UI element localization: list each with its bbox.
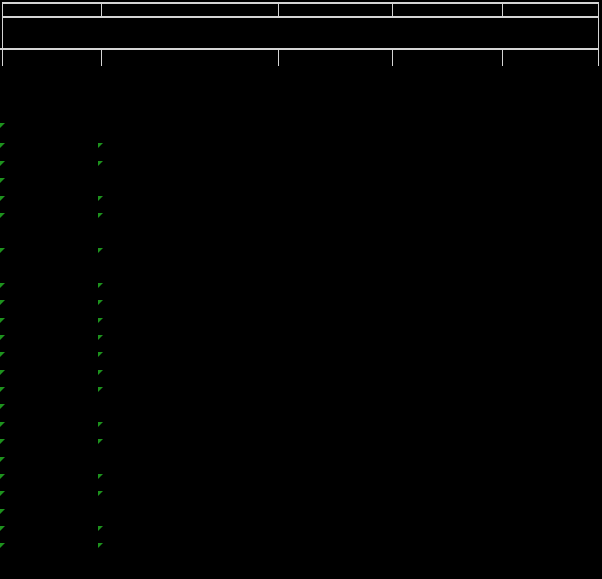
price-up-tick-icon <box>0 404 5 409</box>
price-up-tick-icon <box>0 123 5 128</box>
price-up-tick-icon <box>98 318 103 323</box>
price-up-tick-icon <box>98 283 103 288</box>
table-border-horizontal <box>0 48 599 50</box>
price-up-tick-icon <box>0 161 5 166</box>
table-border-vertical <box>392 2 393 16</box>
price-up-tick-icon <box>0 178 5 183</box>
price-up-tick-icon <box>98 161 103 166</box>
price-up-tick-icon <box>0 474 5 479</box>
price-up-tick-icon <box>0 283 5 288</box>
price-up-tick-icon <box>98 213 103 218</box>
price-up-tick-icon <box>0 509 5 514</box>
price-up-tick-icon <box>98 474 103 479</box>
table-border-vertical <box>502 48 503 66</box>
price-up-tick-icon <box>0 143 5 148</box>
price-up-tick-icon <box>98 543 103 548</box>
price-up-tick-icon <box>0 457 5 462</box>
price-up-tick-icon <box>98 370 103 375</box>
price-up-tick-icon <box>0 543 5 548</box>
table-border-vertical <box>101 2 102 16</box>
price-up-tick-icon <box>0 300 5 305</box>
table-border-vertical <box>502 2 503 16</box>
price-up-tick-icon <box>98 143 103 148</box>
price-up-tick-icon <box>0 335 5 340</box>
price-up-tick-icon <box>98 491 103 496</box>
price-up-tick-icon <box>0 196 5 201</box>
table-border-horizontal <box>2 16 599 18</box>
price-up-tick-icon <box>98 352 103 357</box>
price-up-tick-icon <box>98 439 103 444</box>
price-up-tick-icon <box>0 387 5 392</box>
table-border-vertical <box>101 48 102 66</box>
table-border-horizontal <box>2 2 599 4</box>
price-up-tick-icon <box>98 422 103 427</box>
price-up-tick-icon <box>0 248 5 253</box>
price-up-tick-icon <box>98 248 103 253</box>
table-border-vertical <box>278 48 279 66</box>
price-up-tick-icon <box>98 300 103 305</box>
price-up-tick-icon <box>98 196 103 201</box>
table-border-vertical <box>598 2 599 66</box>
price-up-tick-icon <box>98 335 103 340</box>
table-border-vertical <box>392 48 393 66</box>
price-up-tick-icon <box>0 213 5 218</box>
price-up-tick-icon <box>0 439 5 444</box>
price-up-tick-icon <box>0 352 5 357</box>
price-up-tick-icon <box>0 370 5 375</box>
price-up-tick-icon <box>0 318 5 323</box>
price-up-tick-icon <box>0 491 5 496</box>
price-up-tick-icon <box>98 526 103 531</box>
price-up-tick-icon <box>0 526 5 531</box>
table-border-vertical <box>278 2 279 16</box>
price-up-tick-icon <box>0 422 5 427</box>
price-up-tick-icon <box>98 387 103 392</box>
table-border-vertical <box>2 2 3 66</box>
